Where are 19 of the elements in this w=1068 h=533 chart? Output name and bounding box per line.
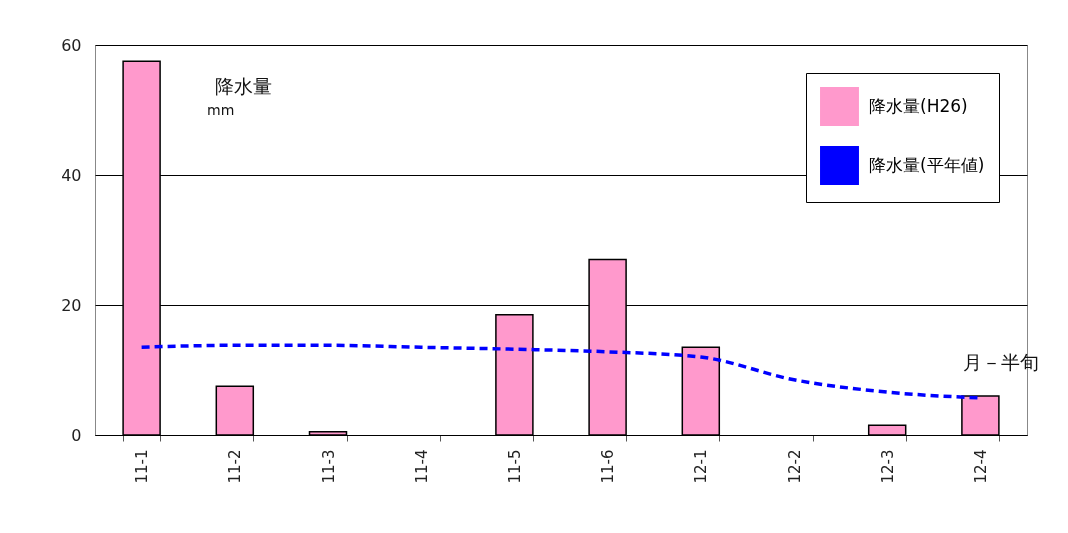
y-tick-label: 20 <box>61 295 82 315</box>
x-tick-label: 12-2 <box>785 449 804 484</box>
annotation: 降水量 <box>215 75 272 97</box>
x-tick-label: 11-3 <box>319 449 338 484</box>
x-tick-label: 11-1 <box>133 449 152 484</box>
x-tick-label: 11-4 <box>412 449 431 484</box>
x-tick-label: 12-4 <box>971 449 990 484</box>
x-tick-label: 11-6 <box>599 449 618 484</box>
x-tick-label: 11-5 <box>505 449 524 484</box>
x-tick-label: 12-1 <box>692 449 711 484</box>
y-tick-label: 40 <box>61 165 82 185</box>
annotation: 月－半旬 <box>963 351 1039 373</box>
x-tick-label: 12-3 <box>878 449 897 484</box>
x-tick-label: 11-2 <box>226 449 245 484</box>
legend-label: 降水量(H26) <box>869 95 968 116</box>
annotation: mm <box>207 102 235 118</box>
legend-label: 降水量(平年値) <box>869 154 985 175</box>
y-tick-label: 60 <box>61 35 82 55</box>
y-tick-label: 0 <box>71 425 82 445</box>
